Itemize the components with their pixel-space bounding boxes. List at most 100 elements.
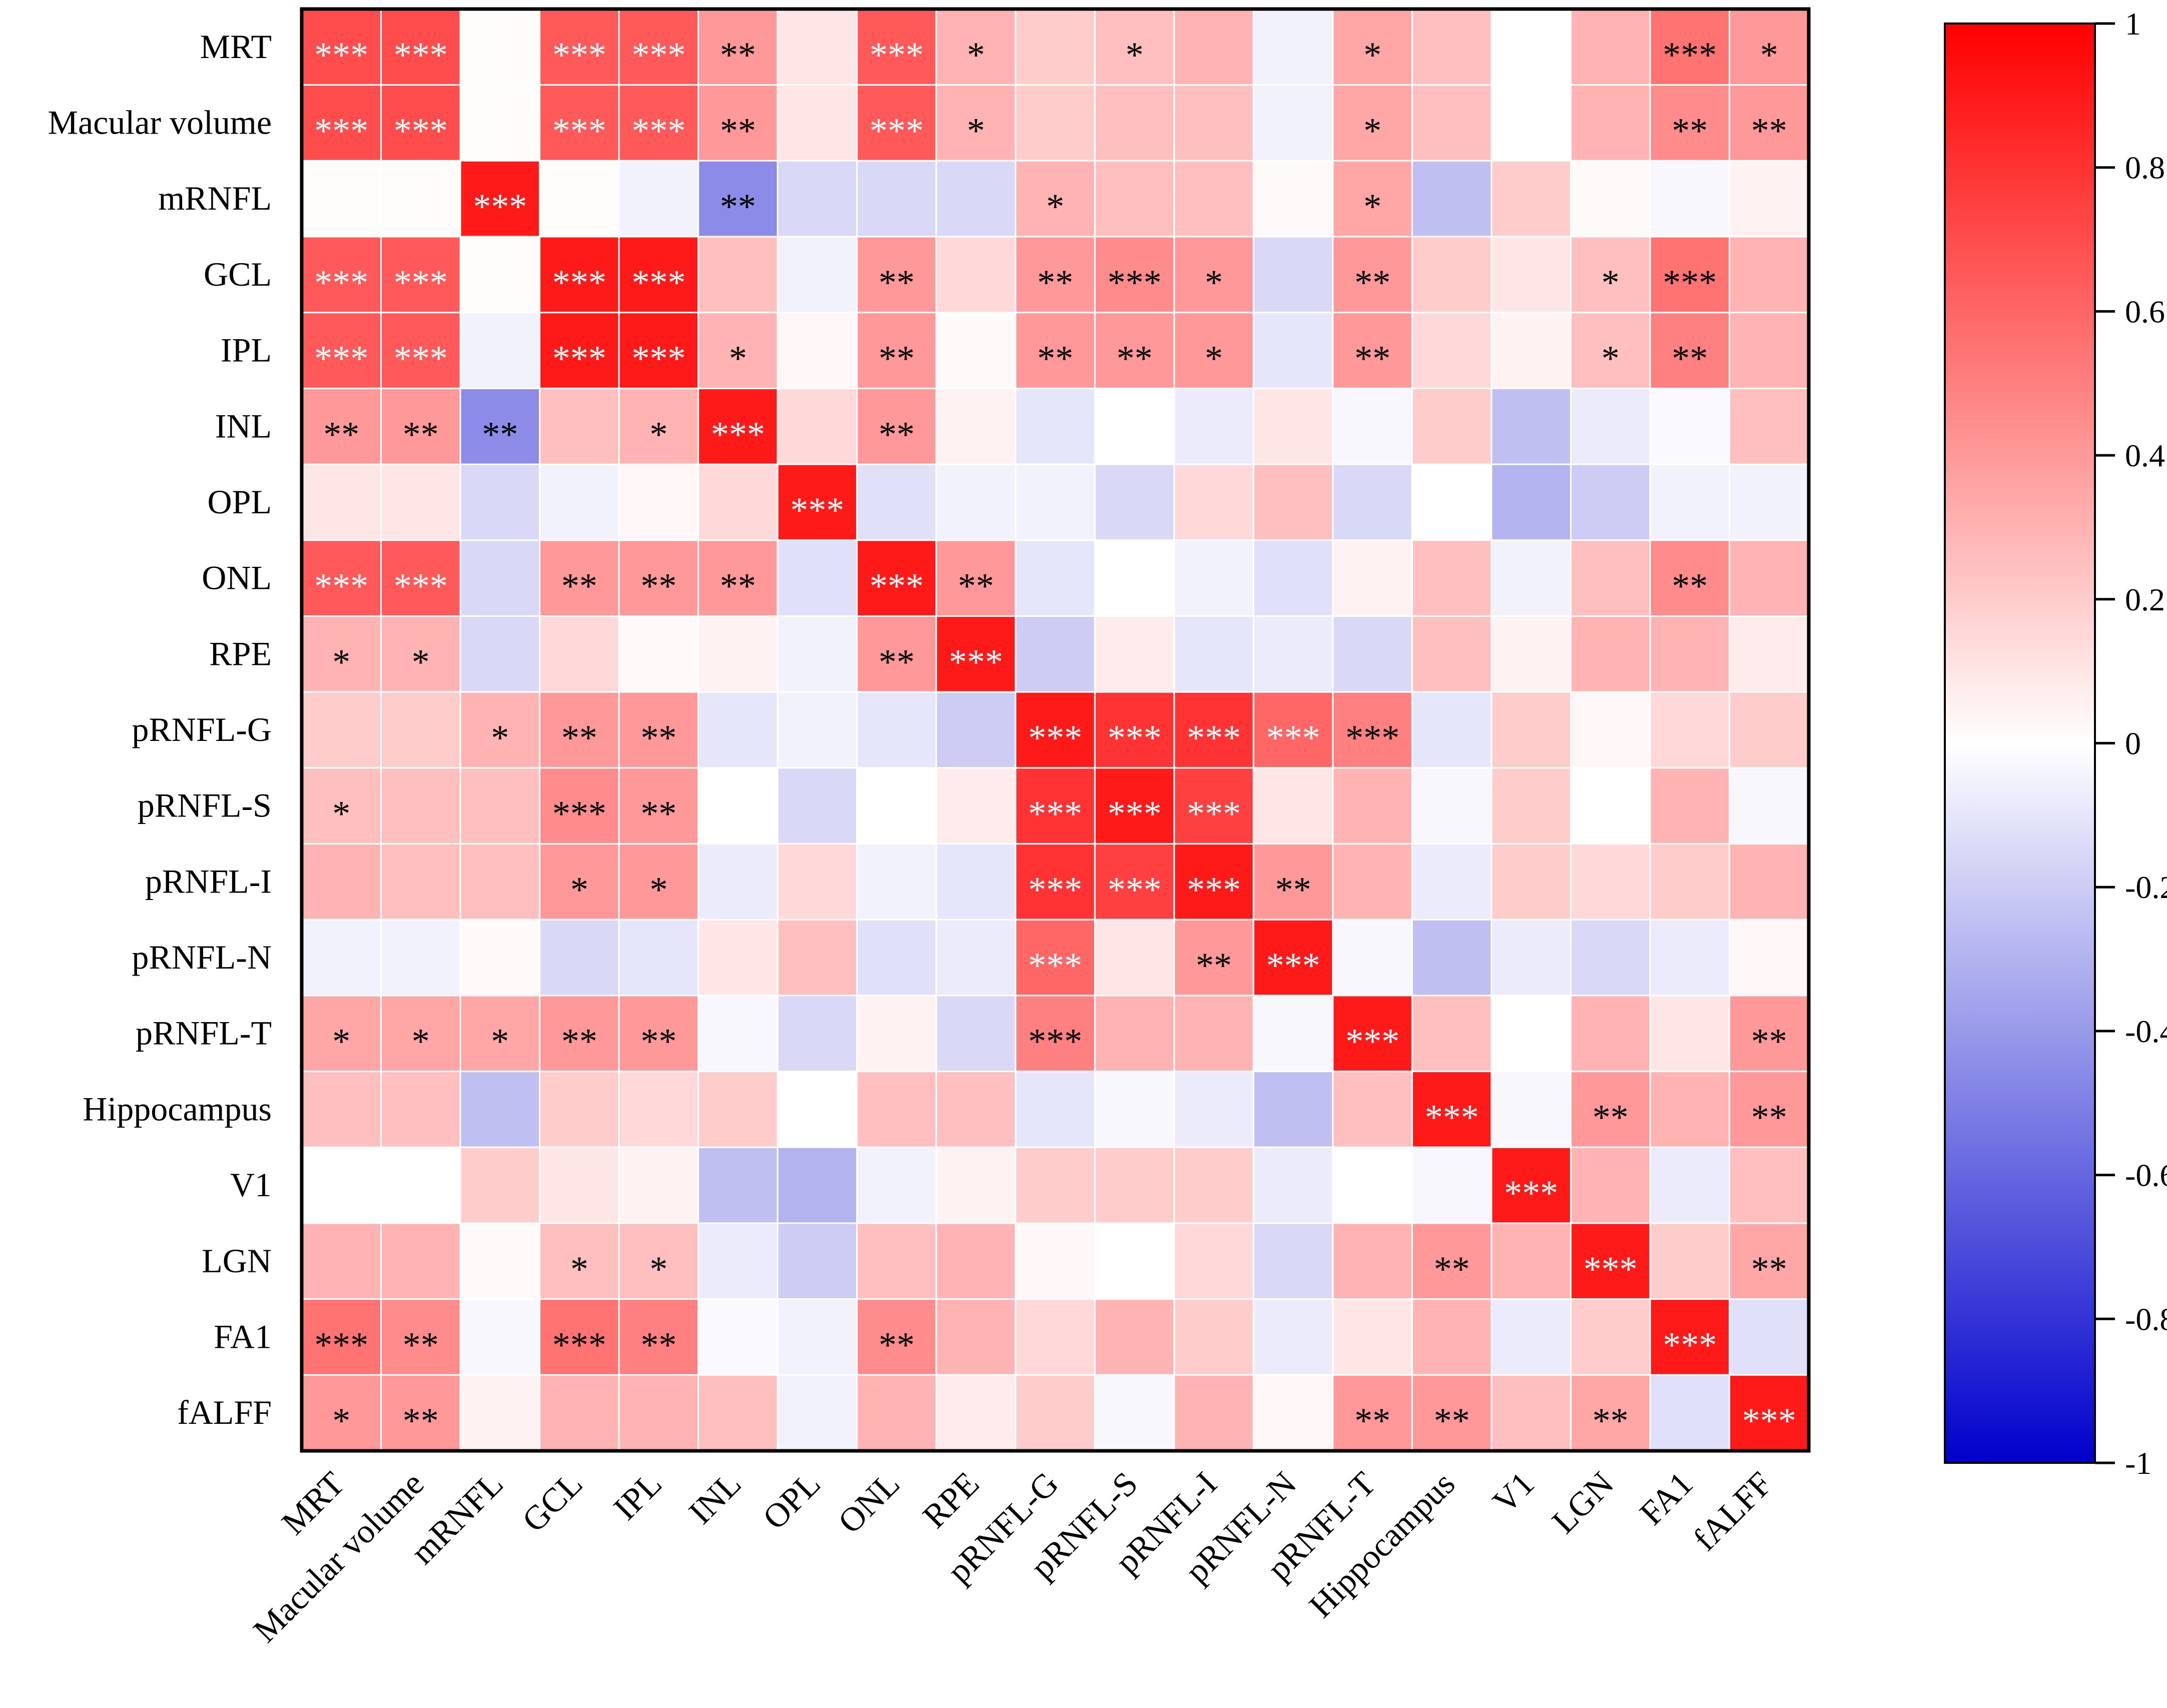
heatmap-cell — [1649, 995, 1730, 1073]
heatmap-cell — [777, 691, 858, 769]
heatmap-cell — [1173, 8, 1254, 86]
heatmap-cell — [1491, 160, 1572, 238]
significance-marker: *** — [552, 35, 606, 75]
significance-marker: ** — [879, 263, 915, 303]
heatmap-cell — [1252, 615, 1334, 693]
heatmap-cell — [1252, 1222, 1334, 1300]
heatmap-cell — [380, 312, 461, 389]
heatmap-cell — [1411, 691, 1493, 769]
heatmap-cell — [1728, 387, 1810, 465]
heatmap-cell — [1649, 539, 1730, 617]
heatmap-cell — [459, 84, 541, 162]
heatmap-cell — [777, 236, 858, 314]
significance-marker: *** — [949, 642, 1003, 682]
heatmap-cell — [380, 843, 461, 921]
heatmap-cell — [1411, 615, 1493, 693]
significance-marker: ** — [1751, 1249, 1787, 1289]
significance-marker: * — [412, 1022, 430, 1062]
significance-marker: ** — [1672, 339, 1708, 379]
heatmap-cell — [1094, 539, 1175, 617]
significance-marker: ** — [879, 414, 915, 454]
significance-marker: * — [1602, 263, 1620, 303]
heatmap-cell — [301, 767, 382, 845]
heatmap-cell — [856, 1298, 937, 1376]
significance-marker: ** — [1434, 1401, 1470, 1441]
significance-marker: *** — [1108, 794, 1162, 834]
heatmap-cell — [539, 691, 620, 769]
significance-marker: *** — [870, 566, 924, 606]
significance-marker: ** — [1037, 339, 1073, 379]
heatmap-cell — [935, 539, 1017, 617]
column-label: FA1 — [1632, 1464, 1700, 1532]
heatmap-cell — [1015, 615, 1096, 693]
heatmap-cell — [618, 767, 699, 845]
significance-marker: * — [332, 1401, 350, 1441]
significance-marker: *** — [1187, 718, 1241, 758]
heatmap-cell — [539, 1146, 620, 1224]
heatmap-cell — [1332, 995, 1413, 1073]
column-label: ONL — [831, 1464, 907, 1541]
significance-marker: ** — [640, 1022, 676, 1062]
significance-marker: *** — [790, 490, 844, 530]
heatmap-cell — [697, 312, 779, 389]
significance-marker: *** — [552, 1325, 606, 1365]
significance-marker: ** — [720, 187, 756, 227]
significance-marker: *** — [552, 339, 606, 379]
heatmap-cell — [777, 160, 858, 238]
significance-marker: * — [1363, 35, 1381, 75]
heatmap-cell — [1649, 615, 1730, 693]
significance-marker: * — [332, 1022, 350, 1062]
heatmap-cell — [1728, 995, 1810, 1073]
significance-marker: *** — [631, 339, 685, 379]
heatmap-cell — [539, 919, 620, 997]
heatmap-cell — [380, 8, 461, 86]
heatmap-cell — [1491, 387, 1572, 465]
heatmap-cell — [1411, 160, 1493, 238]
heatmap-cell — [1332, 1071, 1413, 1148]
significance-marker: * — [1126, 35, 1144, 75]
colorbar-tick-label: 0.2 — [2125, 582, 2165, 617]
row-label: V1 — [230, 1166, 272, 1204]
heatmap-cell — [1728, 615, 1810, 693]
heatmap-cell — [380, 387, 461, 465]
significance-marker: ** — [640, 566, 676, 606]
row-label: INL — [215, 407, 272, 445]
heatmap-cell — [1094, 1374, 1175, 1452]
heatmap-cell — [1252, 1298, 1334, 1376]
heatmap-cell — [1728, 236, 1810, 314]
heatmap-cell — [301, 1222, 382, 1300]
significance-marker: ** — [1196, 946, 1232, 986]
heatmap-cell — [1411, 1071, 1493, 1148]
heatmap-cell — [1173, 387, 1254, 465]
heatmap-cell — [380, 691, 461, 769]
heatmap-cell — [380, 615, 461, 693]
heatmap-cell — [1491, 1071, 1572, 1148]
significance-marker: ** — [1751, 111, 1787, 151]
colorbar-tick-label: 1 — [2125, 6, 2141, 42]
heatmap-cell — [539, 236, 620, 314]
heatmap-cell — [1173, 539, 1254, 617]
heatmap-cell — [1173, 1374, 1254, 1452]
significance-marker: *** — [394, 339, 448, 379]
significance-marker: *** — [314, 111, 368, 151]
heatmap-cell — [1015, 1146, 1096, 1224]
heatmap-cell — [380, 1146, 461, 1224]
heatmap-cell — [1094, 1298, 1175, 1376]
significance-marker: ** — [720, 566, 756, 606]
heatmap-cell — [1015, 160, 1096, 238]
row-label: pRNFL-G — [132, 710, 272, 748]
heatmap-cell — [1173, 160, 1254, 238]
heatmap-cell — [1411, 919, 1493, 997]
colorbar-tick-label: -0.4 — [2125, 1014, 2167, 1049]
heatmap-cell — [1252, 312, 1334, 389]
significance-marker: *** — [631, 111, 685, 151]
heatmap-cell — [459, 312, 541, 389]
heatmap-cell — [1491, 1298, 1572, 1376]
row-label: MRT — [200, 28, 272, 66]
row-label: LGN — [202, 1242, 272, 1280]
heatmap-cell — [1252, 995, 1334, 1073]
heatmap-cell — [1094, 995, 1175, 1073]
heatmap-cell — [1094, 463, 1175, 541]
row-label: IPL — [221, 331, 272, 369]
heatmap-cell — [1570, 8, 1651, 86]
